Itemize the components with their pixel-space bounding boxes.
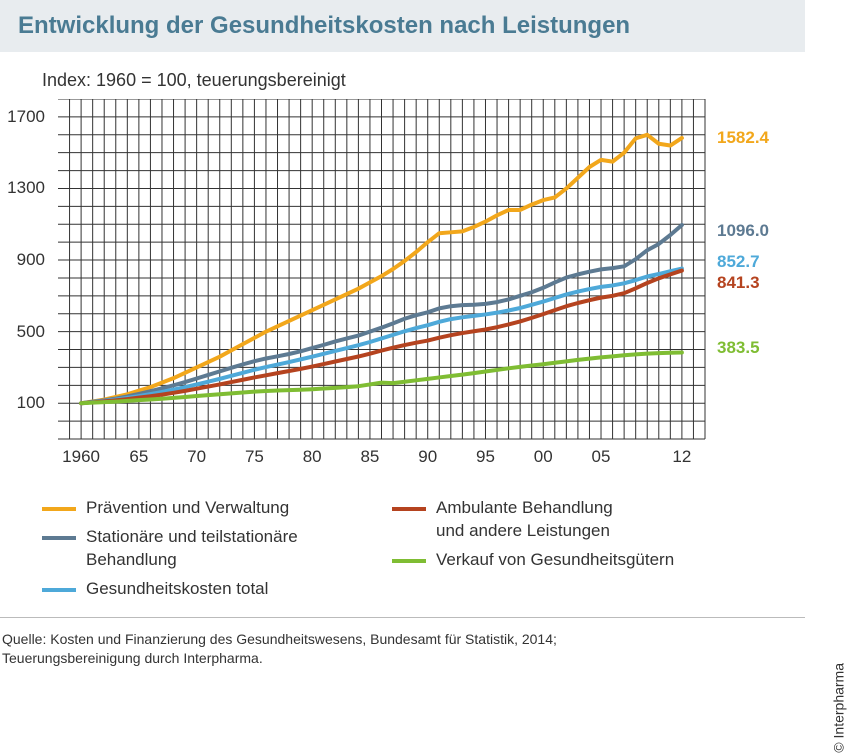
legend-swatch	[392, 507, 426, 511]
legend-label: Prävention und Verwaltung	[86, 497, 289, 520]
legend-item-praevention: Prävention und Verwaltung	[42, 497, 372, 520]
legend-item-ambulant: Ambulante Behandlungund andere Leistunge…	[392, 497, 722, 543]
end-label-ambulant: 841.3	[717, 273, 760, 293]
end-label-praevention: 1582.4	[717, 128, 769, 148]
chart-subtitle: Index: 1960 = 100, teuerungsbereinigt	[0, 52, 805, 99]
y-axis-tick-label: 900	[17, 250, 45, 270]
legend-item-verkauf: Verkauf von Gesundheitsgütern	[392, 549, 722, 572]
end-label-total: 852.7	[717, 252, 760, 272]
end-label-stationaer: 1096.0	[717, 221, 769, 241]
x-axis-tick-label: 05	[592, 447, 611, 467]
legend-label: Gesundheitskosten total	[86, 578, 268, 601]
legend-column: Ambulante Behandlungund andere Leistunge…	[392, 497, 722, 601]
x-axis-tick-label: 85	[360, 447, 379, 467]
legend-swatch	[392, 559, 426, 563]
legend-label: Verkauf von Gesundheitsgütern	[436, 549, 674, 572]
x-axis-tick-label: 00	[534, 447, 553, 467]
y-axis-tick-label: 500	[17, 322, 45, 342]
x-axis-tick-label: 95	[476, 447, 495, 467]
legend-label: Ambulante Behandlungund andere Leistunge…	[436, 497, 613, 543]
chart-svg	[0, 99, 805, 479]
title-bar: Entwicklung der Gesundheitskosten nach L…	[0, 0, 805, 52]
x-axis-tick-label: 70	[187, 447, 206, 467]
x-axis-tick-label: 65	[129, 447, 148, 467]
source-text: Quelle: Kosten und Finanzierung des Gesu…	[0, 624, 805, 668]
y-axis-tick-label: 1300	[7, 178, 45, 198]
copyright-text: © Interpharma	[831, 663, 847, 753]
y-axis-tick-label: 100	[17, 393, 45, 413]
legend-swatch	[42, 536, 76, 540]
chart-container: Entwicklung der Gesundheitskosten nach L…	[0, 0, 805, 703]
source-line-1: Quelle: Kosten und Finanzierung des Gesu…	[2, 630, 805, 649]
legend-column: Prävention und Verwaltung Stationäre und …	[42, 497, 372, 601]
y-axis-tick-label: 1700	[7, 107, 45, 127]
end-label-verkauf: 383.5	[717, 338, 760, 358]
legend-swatch	[42, 507, 76, 511]
legend-swatch	[42, 588, 76, 592]
legend: Prävention und Verwaltung Stationäre und …	[0, 479, 805, 611]
x-axis-tick-label: 80	[303, 447, 322, 467]
source-line-2: Teuerungsbereinigung durch Interpharma.	[2, 649, 805, 668]
x-axis-tick-label: 90	[418, 447, 437, 467]
legend-item-total: Gesundheitskosten total	[42, 578, 372, 601]
chart-title: Entwicklung der Gesundheitskosten nach L…	[18, 12, 787, 40]
chart-plot-area: 100 500 900 1300 1700 1960 65 70 75 80 85 90 95 00 05 1…	[0, 99, 805, 479]
x-axis-tick-label: 12	[672, 447, 691, 467]
x-axis-tick-label: 1960	[62, 447, 100, 467]
legend-item-stationaer: Stationäre und teilstationäreBehandlung	[42, 526, 372, 572]
divider	[0, 617, 805, 618]
x-axis-tick-label: 75	[245, 447, 264, 467]
legend-label: Stationäre und teilstationäreBehandlung	[86, 526, 298, 572]
